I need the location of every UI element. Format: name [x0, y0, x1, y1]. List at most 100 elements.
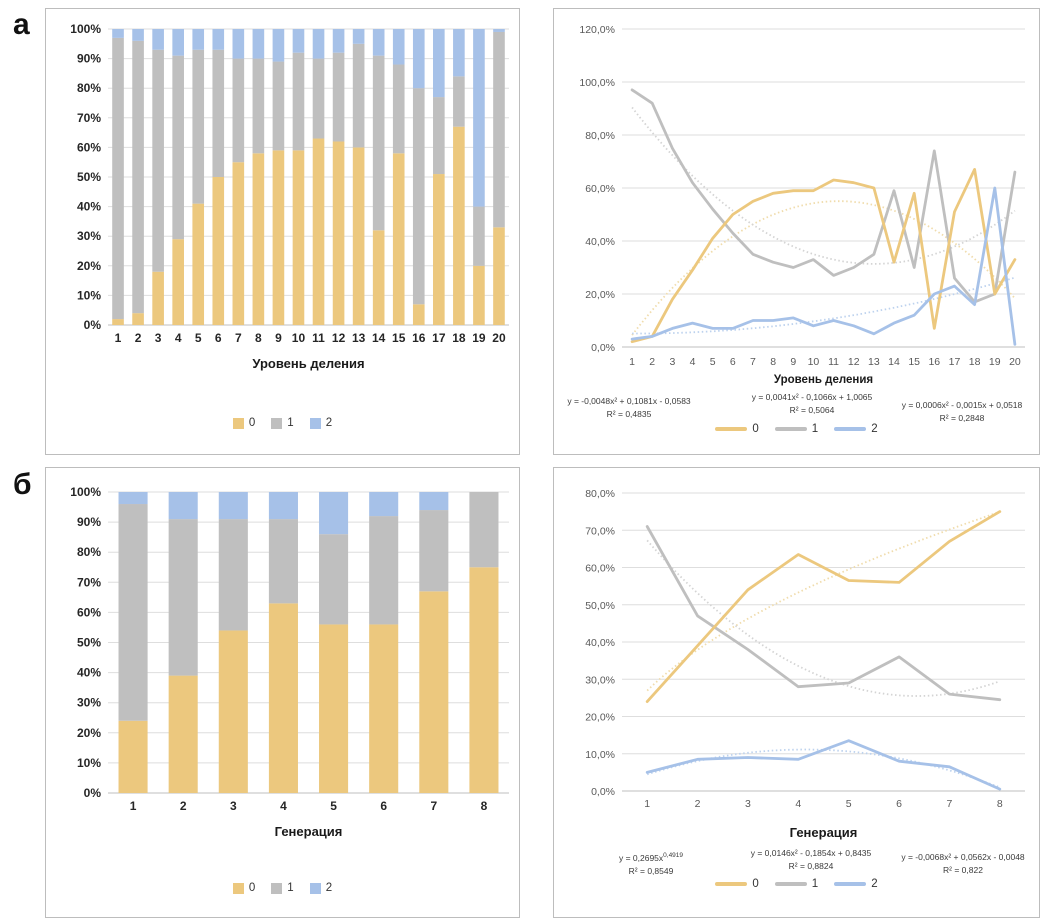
x-tick-label: 18	[969, 356, 981, 368]
y-tick-label: 60,0%	[585, 563, 615, 575]
x-axis-title: Уровень деления	[774, 374, 873, 386]
x-tick-label: 1	[629, 356, 635, 368]
x-tick-label: 19	[472, 331, 486, 345]
bar-segment-1	[312, 58, 325, 139]
trend-equation: y = 0,0006x² - 0,0015x + 0,0518 R² = 0,28…	[901, 400, 1023, 423]
bar-segment-2	[152, 29, 164, 50]
bar-segment-2	[112, 29, 124, 38]
series-line-1	[630, 88, 1017, 304]
legend-item-2: 2	[309, 882, 332, 894]
bar-segment-1	[419, 510, 449, 592]
y-tick-label: 100%	[70, 22, 101, 36]
legend-swatch	[271, 882, 283, 894]
y-tick-label: 90%	[77, 52, 101, 66]
bar-segment-2	[172, 29, 184, 56]
x-tick-label: 13	[352, 331, 366, 345]
x-tick-label: 17	[432, 331, 446, 345]
x-tick-label: 8	[997, 798, 1003, 810]
x-tick-label: 18	[452, 331, 466, 345]
x-tick-label: 3	[155, 331, 162, 345]
trend-equation: y = 0,2695x0,4919 R² = 0,8549	[618, 852, 684, 876]
x-tick-label: 7	[430, 799, 437, 813]
trend-equation: y = 0,0041x² - 0,1066x + 1,0065 R² = 0,50…	[751, 392, 873, 415]
panel-label-b: б	[13, 468, 32, 501]
bar-segment-0	[168, 675, 198, 793]
bar-segment-0	[292, 150, 305, 325]
y-tick-label: 40,0%	[585, 236, 615, 248]
bar-segment-0	[419, 591, 449, 793]
bar-segment-0	[392, 153, 405, 325]
x-tick-label: 4	[175, 331, 182, 345]
legend-item-1: 1	[271, 882, 294, 894]
x-tick-label: 8	[770, 356, 776, 368]
legend-label: 1	[287, 417, 294, 429]
bar-segment-1	[132, 40, 144, 314]
legend-swatch	[309, 882, 321, 894]
x-tick-label: 10	[808, 356, 820, 368]
bar-segment-0	[352, 147, 365, 325]
bar-segment-1	[453, 76, 465, 127]
legend-swatch	[232, 417, 244, 429]
y-tick-label: 120,0%	[579, 24, 615, 36]
bar-segment-0	[412, 304, 425, 325]
lines-level-svg: 0,0%20,0%40,0%60,0%80,0%100,0%120,0%1 2 3 4…	[579, 24, 1025, 386]
x-tick-label: 6	[380, 799, 387, 813]
y-tick-label: 60%	[77, 605, 101, 619]
series-line-0	[630, 167, 1017, 344]
y-tick-label: 100,0%	[579, 77, 615, 89]
bar-segment-2	[392, 29, 405, 65]
y-tick-label: 50%	[77, 170, 101, 184]
trend-line-2	[646, 748, 1001, 789]
y-tick-label: 90%	[77, 515, 101, 529]
x-tick-label: 2	[649, 356, 655, 368]
legend-label: 1	[811, 423, 819, 435]
legend-swatch	[232, 882, 244, 894]
x-tick-label: 5	[330, 799, 337, 813]
bar-segment-2	[272, 29, 285, 62]
legend-label: 2	[871, 423, 878, 435]
x-tick-label: 9	[275, 331, 282, 345]
x-tick-label: 14	[888, 356, 900, 368]
stacked-bar-chart-division-level: 0% 10% 20% 30% 40% 50% 60% 70% 80% 90% 100% 1 2 3 4 5 6 7…	[46, 9, 519, 454]
bar-segment-0	[132, 313, 144, 325]
legend-label: 1	[287, 882, 294, 894]
legend: 0 1 2	[46, 417, 519, 429]
y-tick-label: 0%	[84, 318, 102, 332]
legend-item-0: 0	[715, 423, 759, 435]
bar-segment-0	[369, 624, 399, 793]
x-tick-label: 12	[332, 331, 346, 345]
bar-segment-0	[473, 265, 485, 325]
y-tick-label: 40%	[77, 666, 101, 680]
bar-segment-1	[172, 55, 184, 240]
bar-segment-1	[168, 519, 198, 676]
bar-segment-1	[268, 519, 298, 604]
bar-segment-0	[212, 177, 225, 325]
panel-lines-generation: 0,0% 10,0% 20,0% 30,0% 40,0% 50,0% 60,0% 70,0% 8…	[553, 467, 1040, 918]
y-tick-label: 50,0%	[585, 600, 615, 612]
legend-label: 0	[248, 882, 256, 894]
bar-segment-1	[412, 88, 425, 305]
x-tick-label: 12	[848, 356, 860, 368]
panel-label-a: а	[13, 8, 30, 41]
x-axis-title: Генерация	[275, 824, 343, 839]
x-tick-label: 6	[215, 331, 222, 345]
bar-segment-0	[272, 150, 285, 325]
x-tick-label: 5	[195, 331, 202, 345]
bar-segment-2	[369, 492, 399, 517]
bar-segment-0	[319, 624, 349, 793]
bar-segment-0	[268, 603, 298, 793]
x-tick-label: 2	[695, 798, 701, 810]
bar-segment-2	[218, 492, 248, 520]
bar-segment-1	[392, 64, 405, 154]
y-tick-label: 40%	[77, 200, 101, 214]
y-tick-label: 80%	[77, 81, 101, 95]
bar-segment-1	[469, 492, 499, 568]
legend-label: 2	[325, 417, 333, 429]
legend-swatch	[834, 882, 867, 886]
bar-segment-1	[372, 55, 385, 231]
y-tick-label: 70,0%	[585, 525, 615, 537]
bars-gen-svg: 0% 10% 20% 30% 40% 50% 60% 70% 80% 90% 100% 1 2 3 4 5 6 7…	[70, 485, 509, 839]
y-tick-label: 70%	[77, 111, 101, 125]
legend-swatch	[271, 417, 283, 429]
